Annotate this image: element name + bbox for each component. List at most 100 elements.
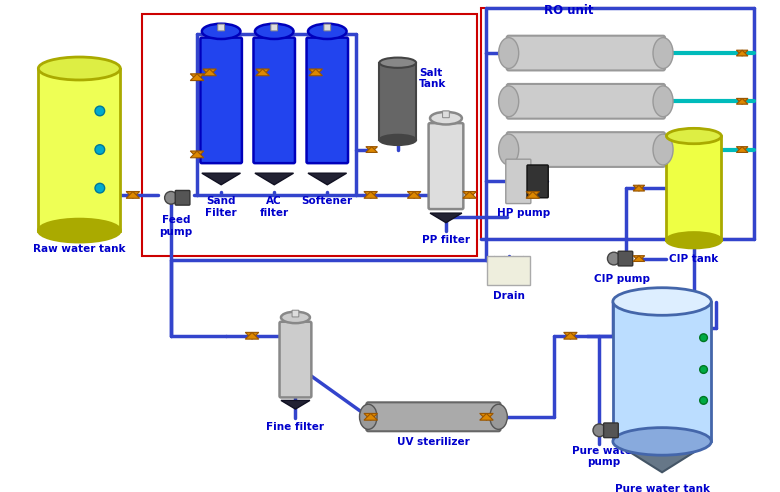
Bar [488, 256, 530, 284]
Polygon shape [309, 69, 322, 76]
Polygon shape [126, 191, 140, 198]
FancyBboxPatch shape [507, 132, 665, 167]
Polygon shape [364, 413, 378, 420]
Circle shape [95, 145, 105, 154]
Text: Raw water tank: Raw water tank [33, 244, 126, 254]
Bar [142, 14, 477, 256]
FancyBboxPatch shape [428, 123, 463, 209]
Polygon shape [633, 256, 645, 261]
FancyBboxPatch shape [271, 24, 278, 31]
Polygon shape [281, 400, 310, 409]
Text: Feed
pump: Feed pump [159, 215, 193, 237]
FancyBboxPatch shape [307, 37, 348, 163]
Text: RO unit: RO unit [544, 4, 594, 17]
Bar [666, 136, 722, 240]
Polygon shape [190, 151, 204, 158]
Ellipse shape [613, 428, 711, 455]
Circle shape [95, 106, 105, 116]
Text: Pure water
pump: Pure water pump [572, 446, 636, 467]
Ellipse shape [498, 86, 519, 117]
Polygon shape [256, 69, 269, 76]
Polygon shape [255, 173, 293, 185]
Polygon shape [190, 151, 204, 158]
Polygon shape [245, 333, 259, 339]
Ellipse shape [653, 37, 673, 68]
Polygon shape [256, 69, 269, 76]
Polygon shape [613, 441, 711, 472]
Polygon shape [633, 185, 645, 191]
Polygon shape [564, 333, 577, 339]
Polygon shape [245, 333, 259, 339]
FancyBboxPatch shape [505, 159, 531, 204]
Polygon shape [407, 191, 421, 198]
Polygon shape [364, 413, 378, 420]
Ellipse shape [255, 24, 293, 39]
Text: Pure water tank: Pure water tank [615, 484, 710, 492]
Polygon shape [407, 191, 421, 198]
Text: Salt
Tank: Salt Tank [419, 67, 446, 89]
Bar [379, 62, 416, 140]
Ellipse shape [379, 58, 416, 68]
Ellipse shape [360, 404, 377, 430]
Text: Fine filter: Fine filter [267, 422, 324, 431]
Text: Drain: Drain [493, 291, 525, 302]
Polygon shape [463, 191, 477, 198]
Circle shape [608, 252, 620, 265]
Ellipse shape [430, 112, 462, 124]
FancyBboxPatch shape [604, 423, 619, 438]
Text: CIP tank: CIP tank [669, 254, 718, 264]
Text: UV sterilizer: UV sterilizer [397, 437, 470, 447]
Ellipse shape [38, 219, 120, 242]
FancyBboxPatch shape [218, 24, 225, 31]
Polygon shape [308, 173, 346, 185]
Circle shape [593, 424, 606, 437]
Polygon shape [526, 191, 540, 198]
Polygon shape [736, 147, 748, 153]
Circle shape [700, 397, 707, 404]
Ellipse shape [666, 233, 722, 248]
Polygon shape [203, 69, 216, 76]
Polygon shape [190, 74, 204, 81]
Ellipse shape [653, 134, 673, 165]
Polygon shape [526, 191, 540, 198]
Polygon shape [463, 191, 477, 198]
Ellipse shape [613, 288, 711, 315]
Circle shape [165, 191, 177, 204]
FancyBboxPatch shape [527, 165, 548, 198]
Text: Softener: Softener [302, 196, 353, 206]
Polygon shape [480, 413, 493, 420]
Polygon shape [736, 50, 748, 56]
Ellipse shape [202, 24, 240, 39]
FancyBboxPatch shape [292, 310, 299, 317]
FancyBboxPatch shape [200, 37, 242, 163]
Polygon shape [309, 69, 322, 76]
Polygon shape [564, 333, 577, 339]
Ellipse shape [653, 86, 673, 117]
FancyBboxPatch shape [507, 84, 665, 119]
FancyBboxPatch shape [176, 190, 190, 205]
FancyBboxPatch shape [254, 37, 295, 163]
Ellipse shape [379, 135, 416, 145]
Polygon shape [736, 98, 748, 104]
Text: PP filter: PP filter [422, 235, 470, 245]
Bar [613, 302, 711, 441]
Polygon shape [633, 185, 645, 191]
Text: AC
filter: AC filter [260, 196, 289, 218]
Polygon shape [633, 256, 645, 261]
Polygon shape [366, 147, 378, 153]
Ellipse shape [38, 57, 120, 80]
Polygon shape [736, 98, 748, 104]
Polygon shape [366, 147, 378, 153]
Polygon shape [430, 213, 462, 223]
Ellipse shape [281, 312, 310, 323]
Ellipse shape [490, 404, 507, 430]
FancyBboxPatch shape [507, 36, 665, 70]
Ellipse shape [498, 37, 519, 68]
Polygon shape [202, 173, 240, 185]
Polygon shape [736, 50, 748, 56]
Polygon shape [480, 413, 493, 420]
Circle shape [700, 366, 707, 373]
Polygon shape [364, 191, 378, 198]
Polygon shape [203, 69, 216, 76]
FancyBboxPatch shape [367, 402, 501, 431]
